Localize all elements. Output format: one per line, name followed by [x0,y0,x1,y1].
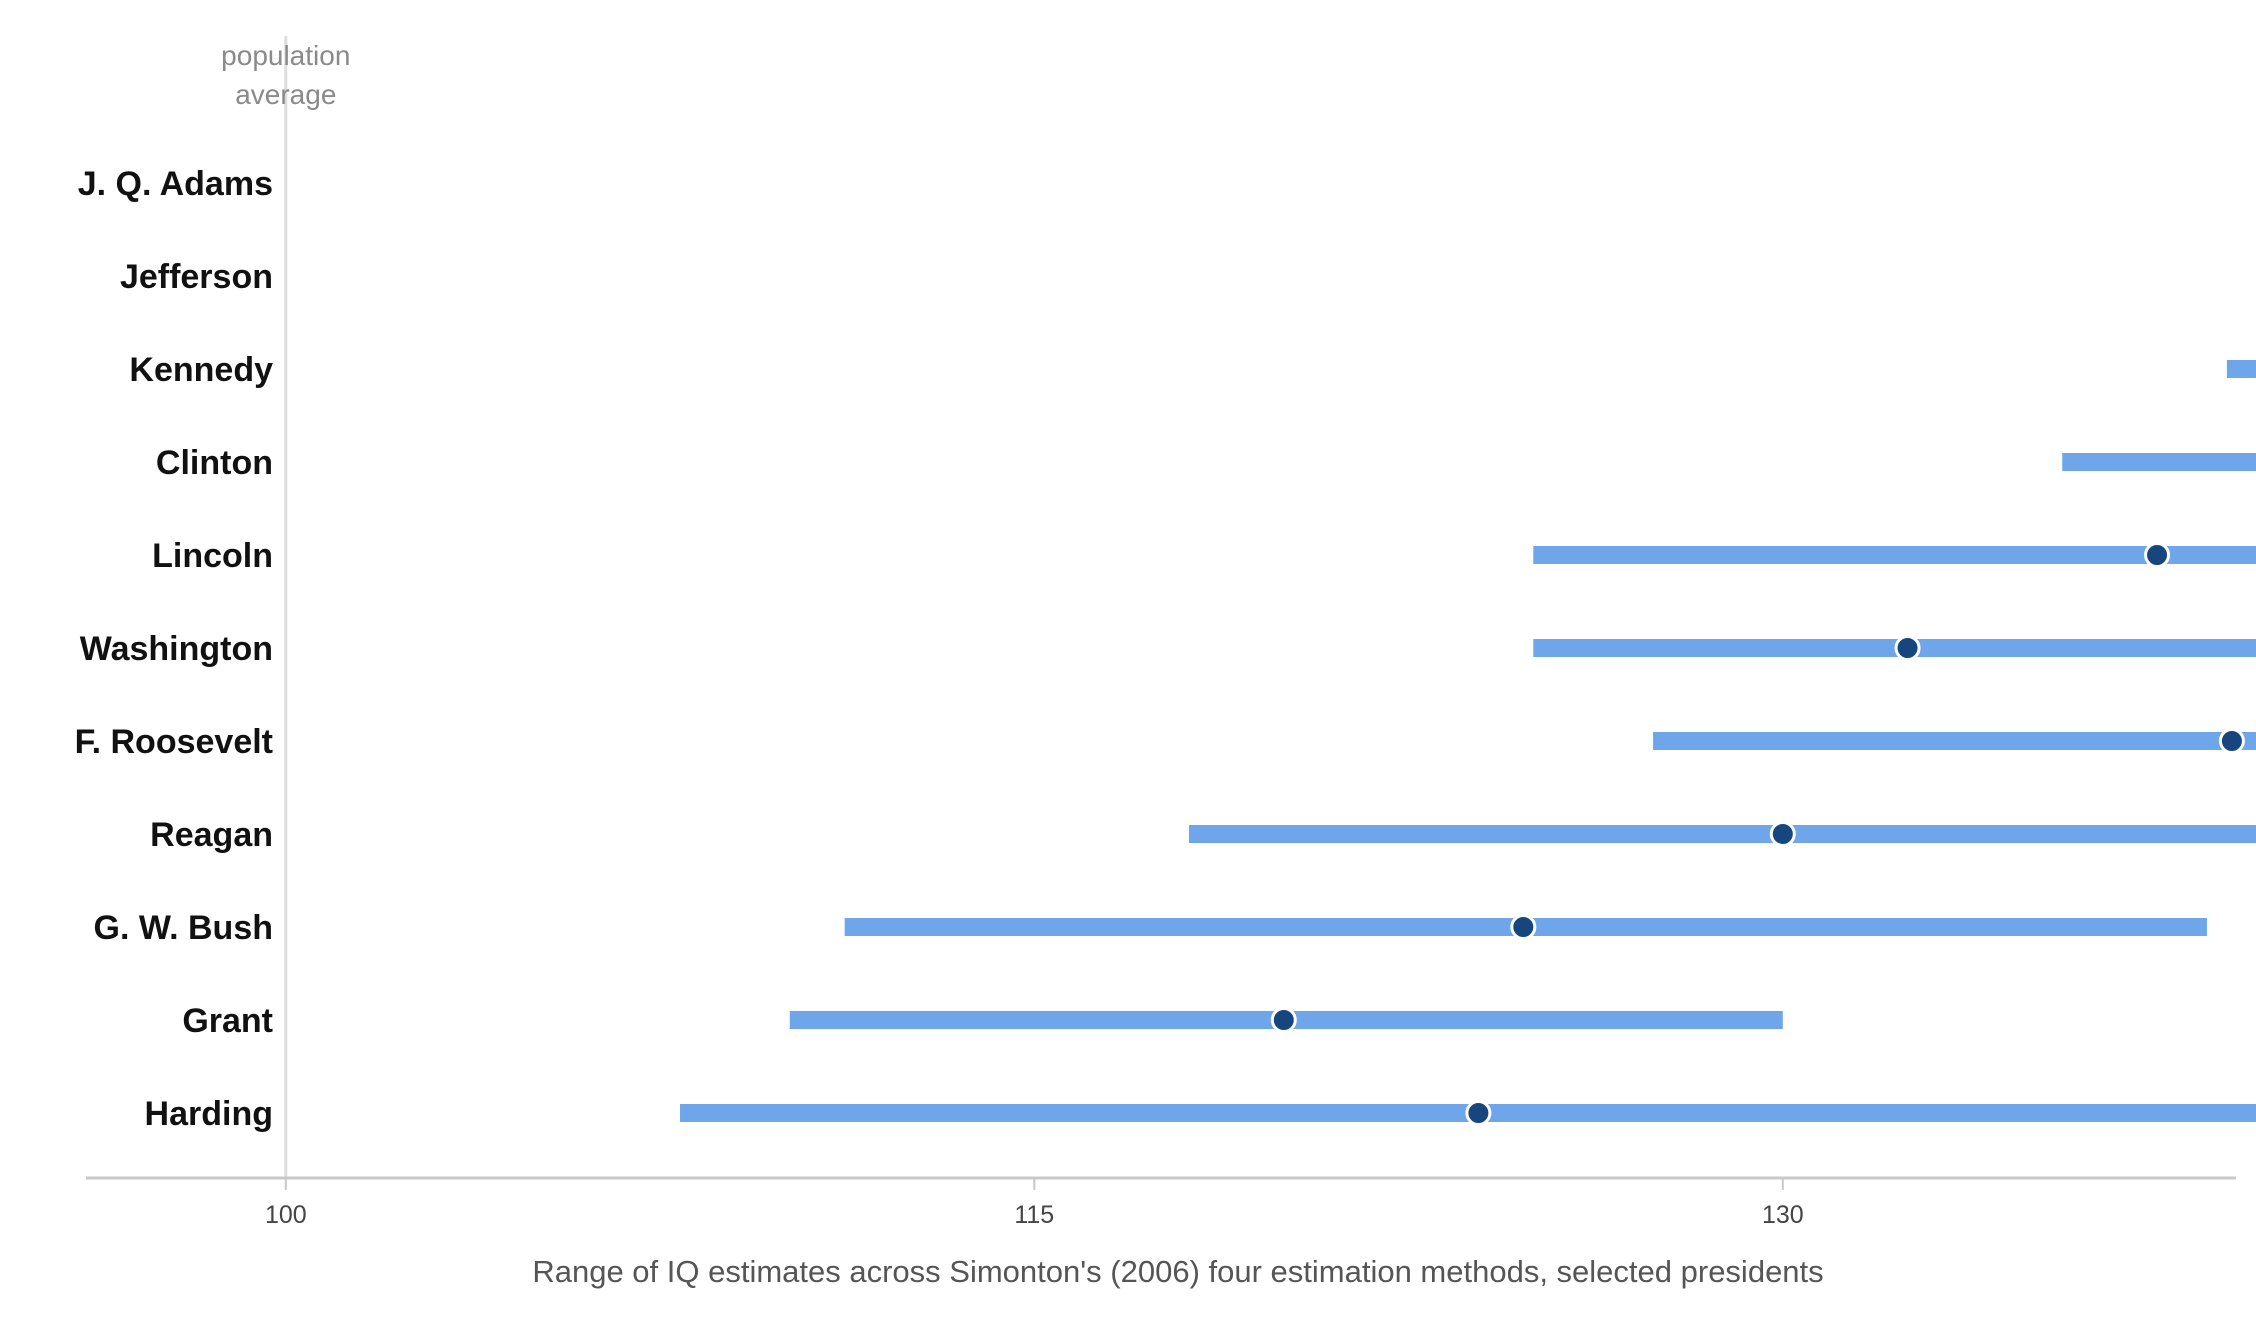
range-bars [680,360,2256,1126]
president-label: Washington [80,630,273,668]
x-axis-title: Range of IQ estimates across Simonton's … [532,1254,1823,1289]
iq-range-bar [2062,453,2256,471]
president-row [844,914,2207,940]
president-row [789,1007,1783,1033]
iq-estimate-point [2144,542,2171,568]
president-row [1188,821,2256,847]
president-label: Clinton [156,444,273,482]
iq-estimate-point [1769,821,1796,847]
president-label: Jefferson [120,258,273,296]
president-row [2062,453,2256,471]
population-average-label: average [235,79,336,110]
iq-estimate-point [2218,728,2245,754]
iq-estimate-point [1270,1007,1297,1033]
x-tick-label: 130 [1762,1201,1804,1229]
iq-range-bar [1533,546,2256,564]
reference-layer: population average [221,36,350,1178]
iq-estimate-point [1894,635,1921,661]
iq-estimate-point [1510,914,1537,940]
x-axis: 100115130145160175 [86,1176,2236,1229]
president-row [1533,542,2256,568]
president-label: Kennedy [129,351,273,389]
president-row [1653,728,2256,754]
iq-range-bar [2226,360,2256,378]
x-tick-label: 115 [1014,1201,1054,1229]
x-tick-label: 100 [265,1201,307,1229]
iq-range-bar [1188,825,2256,843]
president-row [2226,360,2256,378]
population-average-label: population [221,40,350,71]
iq-estimate-point [1465,1100,1492,1126]
president-label: Reagan [150,816,273,854]
president-label: J. Q. Adams [78,165,273,203]
president-label: Harding [145,1095,273,1133]
president-label: Lincoln [152,537,273,575]
president-label: Grant [182,1002,273,1040]
president-labels: J. Q. Adams Jefferson Kennedy Clinton Lincol… [75,165,273,1133]
iq-range-bar [1653,732,2256,750]
president-label: G. W. Bush [94,909,273,947]
president-row [1533,635,2256,661]
president-row [680,1100,2256,1126]
president-label: F. Roosevelt [75,723,273,761]
